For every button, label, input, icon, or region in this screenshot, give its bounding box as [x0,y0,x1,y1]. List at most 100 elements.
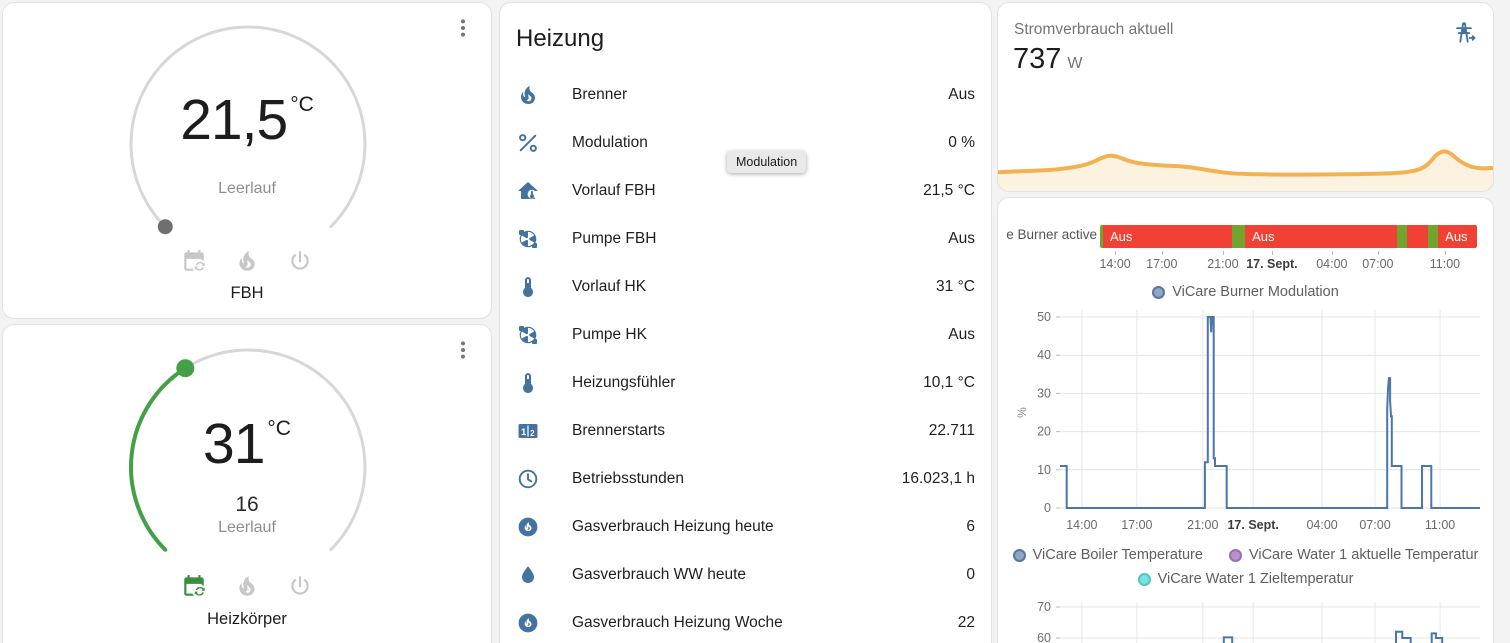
axis-tick-label: 17:00 [1146,257,1178,271]
timeline-segment-red[interactable] [1406,225,1428,248]
svg-text:07:00: 07:00 [1359,518,1390,532]
legend-marker-icon [1152,285,1166,299]
entity-name: Pumpe FBH [572,230,657,247]
dots-vertical-icon [461,18,465,37]
water-icon [516,563,556,587]
mode-heat-button[interactable] [234,573,260,599]
timeline-segment-green[interactable] [1100,225,1104,248]
power-sensor-card[interactable]: Stromverbrauch aktuell 737 W [997,2,1494,192]
timeline-state-label: Aus [1252,229,1275,244]
timeline-segment-red[interactable]: Aus [1438,225,1477,248]
thermostat-name: FBH [230,284,264,302]
mode-auto-button[interactable] [181,248,207,274]
timeline-entity-label: e Burner active [1006,227,1097,242]
timeline-segment-green[interactable] [1427,225,1439,248]
hvac-action: Leerlauf [218,180,276,197]
legend-label: ViCare Water 1 Zieltemperatur [1157,571,1354,587]
entity-row[interactable]: Gasverbrauch Heizung heute 6 [516,503,975,551]
current-temperature: 21,5 °C [3,87,491,153]
entity-state: Aus [948,230,975,247]
current-temperature: 31 °C [3,411,491,477]
fire-icon [516,83,556,107]
entity-row[interactable]: Vorlauf HK 31 °C [516,263,975,311]
mode-auto-button[interactable] [181,573,207,599]
thermostat-name: Heizkörper [207,610,287,628]
power-icon [291,576,309,595]
card-title: Heizung [516,25,605,52]
axis-tick-label: 14:00 [1099,257,1131,271]
thermostat-dial[interactable] [3,3,492,319]
legend-marker-icon [1137,572,1151,586]
entity-row[interactable]: Pumpe HK Aus [516,311,975,359]
svg-text:50: 50 [1037,310,1051,324]
entity-name: Modulation [572,134,648,151]
hover-tooltip: Modulation [727,151,807,173]
temperature-legend-row1[interactable]: ViCare Boiler Temperature ViCare Water 1 … [998,547,1493,563]
svg-text:1: 1 [521,427,527,438]
temperature-legend-row2[interactable]: ViCare Water 1 Zieltemperatur [998,571,1493,587]
calendar-sync-icon [184,250,205,271]
svg-text:17:00: 17:00 [1121,518,1152,532]
modulation-legend[interactable]: ViCare Burner Modulation [998,284,1493,300]
burner-activity-timeline[interactable]: Aus Aus Aus [1100,225,1477,248]
axis-tick [1115,251,1117,255]
timeline-segment-green[interactable] [1397,225,1407,248]
hvac-mode-row [3,248,491,274]
legend-item[interactable]: ViCare Boiler Temperature [1012,547,1203,563]
legend-item[interactable]: ViCare Water 1 Zieltemperatur [1137,571,1354,587]
calendar-sync-icon [184,575,205,596]
entity-name: Betriebsstunden [572,470,685,487]
entity-row[interactable]: Gasverbrauch WW heute 0 [516,551,975,599]
thermostat-card-fbh: 21,5 °C Leerlauf FBH [2,2,492,319]
timeline-segment-green[interactable] [1231,225,1246,248]
axis-tick [1444,251,1446,255]
axis-tick [1377,251,1379,255]
target-temperature[interactable]: 16 [235,493,259,516]
svg-text:0: 0 [1044,501,1051,515]
axis-tick-label: 17. Sept. [1246,257,1298,271]
fire-icon [239,576,255,596]
legend-item[interactable]: ViCare Burner Modulation [1152,284,1339,300]
card-menu-button[interactable] [449,15,477,43]
svg-text:04:00: 04:00 [1306,518,1337,532]
axis-tick-label: 04:00 [1316,257,1348,271]
mode-off-button[interactable] [287,573,313,599]
legend-marker-icon [1012,548,1026,562]
entity-row[interactable]: Pumpe FBH Aus [516,215,975,263]
timeline-segment-red[interactable]: Aus [1103,225,1232,248]
legend-item[interactable]: ViCare Water 1 aktuelle Temperatur [1228,547,1478,563]
fire-circle-icon [516,611,556,635]
entity-name: Heizungsfühler [572,374,676,391]
entity-state: 21,5 °C [923,182,975,199]
sensor-title: Stromverbrauch aktuell [1014,21,1174,38]
percent-icon [516,131,556,155]
entity-state: 0 [966,566,975,583]
axis-tick-label: 11:00 [1429,257,1461,271]
thermostat-dial[interactable] [3,325,492,643]
axis-tick-label: 21:00 [1207,257,1239,271]
entity-row[interactable]: Modulation 0 % [516,119,975,167]
timeline-segment-red[interactable]: Aus [1245,225,1398,248]
entity-row[interactable]: Heizungsfühler 10,1 °C [516,359,975,407]
svg-text:20: 20 [1037,425,1051,439]
entity-row[interactable]: Brenner Aus [516,71,975,119]
entity-row[interactable]: 1 2 Brennerstarts 22.711 [516,407,975,455]
entity-row[interactable]: Betriebsstunden 16.023,1 h [516,455,975,503]
entity-row[interactable]: Vorlauf FBH 21,5 °C [516,167,975,215]
timeline-state-label: Aus [1445,229,1468,244]
svg-text:60: 60 [1037,631,1051,643]
svg-text:40: 40 [1037,348,1051,362]
entity-row[interactable]: Gasverbrauch Heizung Woche 22 [516,599,975,643]
entity-state: 16.023,1 h [901,470,975,487]
mode-heat-button[interactable] [234,248,260,274]
burner-modulation-chart: 0 10 20 30 40 50% 14:00 17:00 21:00 17. Sept. 04:0… [1015,310,1480,532]
legend-label: ViCare Boiler Temperature [1032,547,1203,563]
sensor-value-row: 737 W [1013,43,1083,76]
hvac-action: Leerlauf [218,519,276,536]
sensor-unit: W [1067,55,1083,72]
card-menu-button[interactable] [449,337,477,365]
fire-circle-icon [516,515,556,539]
mode-off-button[interactable] [287,248,313,274]
svg-text:30: 30 [1037,386,1051,400]
svg-text:14:00: 14:00 [1066,518,1097,532]
